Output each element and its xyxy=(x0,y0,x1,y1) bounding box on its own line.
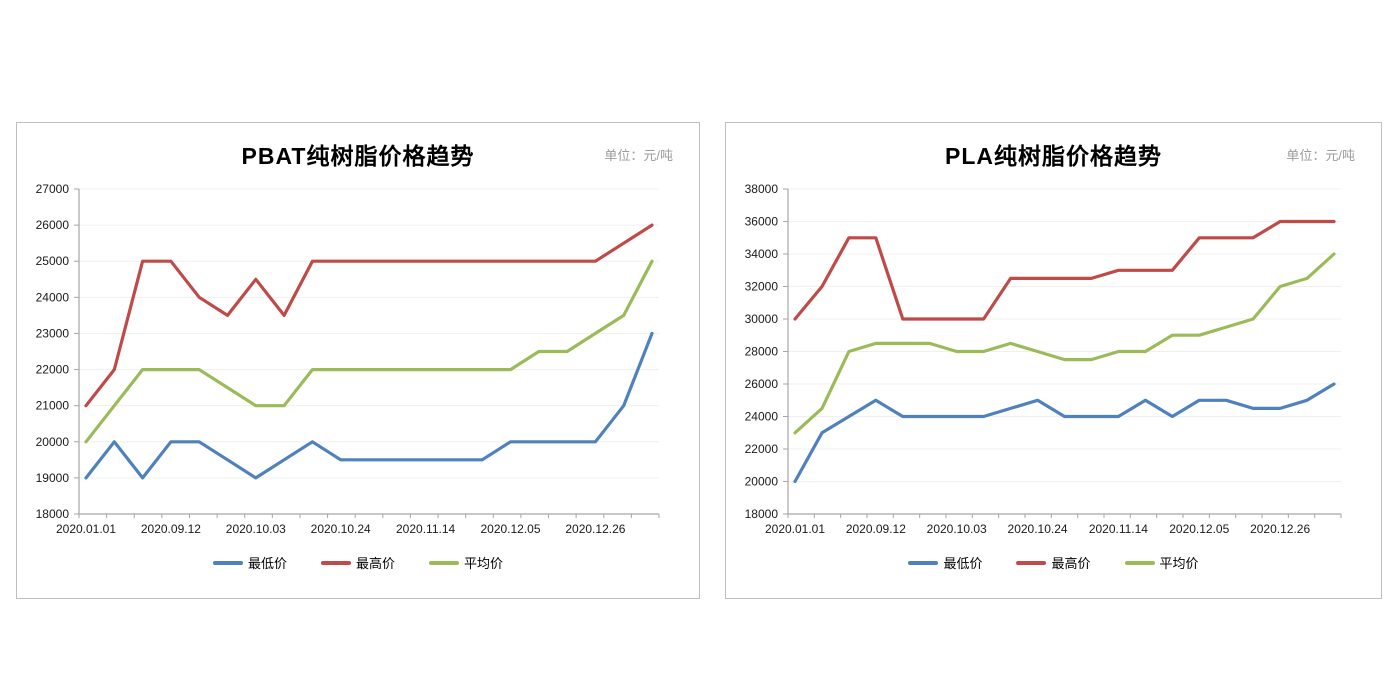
x-axis-tick-label: 2020.10.03 xyxy=(927,522,987,536)
legend-label-max-price: 最高价 xyxy=(1051,556,1091,571)
pbat-unit-label: 单位：元/吨 xyxy=(604,148,673,163)
legend-label-avg-price: 平均价 xyxy=(1159,556,1199,571)
x-axis-tick-label: 2020.09.12 xyxy=(141,522,201,536)
y-axis-tick-label: 25000 xyxy=(36,254,70,268)
x-axis-tick-label: 2020.12.26 xyxy=(565,522,625,536)
series-line-avg-price xyxy=(84,259,654,444)
series-line-min-price xyxy=(793,382,1336,484)
legend-item-avg-price: 平均价 xyxy=(429,553,503,572)
y-axis-tick-label: 20000 xyxy=(745,475,779,489)
legend-label-min-price: 最低价 xyxy=(247,556,287,571)
legend-item-max-price: 最高价 xyxy=(320,553,395,572)
y-axis-tick-label: 26000 xyxy=(36,218,70,232)
pla-chart-panel: PLA纯树脂价格趋势 单位：元/吨 18000 20000 22000 24000 26… xyxy=(725,122,1382,599)
pbat-legend: 最低价 最高价 平均价 xyxy=(17,553,699,572)
y-axis-tick-label: 20000 xyxy=(36,435,70,449)
y-axis-tick-label: 23000 xyxy=(36,326,70,340)
legend-swatch-avg-price xyxy=(429,560,459,565)
legend-swatch-max-price xyxy=(320,560,351,565)
x-axis-tick-label: 2020.01.01 xyxy=(56,522,116,536)
y-axis-tick-label: 30000 xyxy=(745,312,779,326)
x-axis-tick-label: 2020.01.01 xyxy=(765,522,825,536)
x-axis-tick-label: 2020.10.24 xyxy=(1008,522,1068,536)
y-axis-tick-label: 26000 xyxy=(745,377,779,391)
y-axis-tick-label: 24000 xyxy=(745,410,779,424)
pla-plot-area: 18000 20000 22000 24000 26000 28000 30000 32000… xyxy=(745,182,1342,536)
y-axis-tick-label: 34000 xyxy=(745,247,779,261)
x-axis-tick-label: 2020.12.05 xyxy=(1169,522,1229,536)
legend-swatch-min-price xyxy=(212,560,243,565)
x-axis-tick-label: 2020.11.14 xyxy=(1089,522,1148,536)
pla-chart-title: PLA纯树脂价格趋势 xyxy=(945,143,1162,169)
legend-item-avg-price: 平均价 xyxy=(1124,553,1199,572)
y-axis-tick-label: 32000 xyxy=(745,280,779,294)
series-line-max-price xyxy=(793,219,1336,321)
series-line-min-price xyxy=(84,331,654,480)
legend-swatch-avg-price xyxy=(1124,560,1155,565)
x-axis-tick-label: 2020.09.12 xyxy=(846,522,906,536)
y-axis-tick-label: 24000 xyxy=(36,290,70,304)
legend-item-min-price: 最低价 xyxy=(908,553,982,572)
legend-label-avg-price: 平均价 xyxy=(464,556,504,571)
legend-label-min-price: 最低价 xyxy=(943,556,983,571)
x-axis-tick-label: 2020.12.05 xyxy=(480,522,540,536)
series-line-max-price xyxy=(84,223,654,408)
legend-item-min-price: 最低价 xyxy=(212,553,287,572)
x-axis-tick-label: 2020.12.26 xyxy=(1250,522,1310,536)
y-axis-tick-label: 21000 xyxy=(36,399,70,413)
x-axis-tick-label: 2020.10.24 xyxy=(311,522,371,536)
y-axis-tick-label: 19000 xyxy=(36,471,70,485)
x-axis-tick-label: 2020.11.14 xyxy=(396,522,455,536)
y-axis-tick-label: 18000 xyxy=(745,507,779,521)
pbat-chart-title: PBAT纯树脂价格趋势 xyxy=(241,143,475,169)
y-axis-tick-label: 27000 xyxy=(36,182,70,196)
y-axis-tick-label: 36000 xyxy=(745,215,779,229)
legend-swatch-min-price xyxy=(908,560,939,565)
y-axis-tick-label: 28000 xyxy=(745,345,779,359)
pla-unit-label: 单位：元/吨 xyxy=(1286,148,1355,163)
legend-item-max-price: 最高价 xyxy=(1016,553,1091,572)
legend-swatch-max-price xyxy=(1016,560,1047,565)
y-axis-tick-label: 22000 xyxy=(36,363,70,377)
pbat-chart-panel: PBAT纯树脂价格趋势 单位：元/吨 18000 19000 20000 21000 2… xyxy=(16,122,700,599)
y-axis-tick-label: 18000 xyxy=(36,507,70,521)
x-axis-tick-label: 2020.10.03 xyxy=(226,522,286,536)
pla-legend: 最低价 最高价 平均价 xyxy=(726,553,1381,572)
legend-label-max-price: 最高价 xyxy=(355,556,395,571)
y-axis-tick-label: 38000 xyxy=(745,182,779,196)
pbat-plot-area: 18000 19000 20000 21000 22000 23000 24000 25000… xyxy=(36,182,660,536)
y-axis-tick-label: 22000 xyxy=(745,442,779,456)
series-line-avg-price xyxy=(793,252,1336,435)
